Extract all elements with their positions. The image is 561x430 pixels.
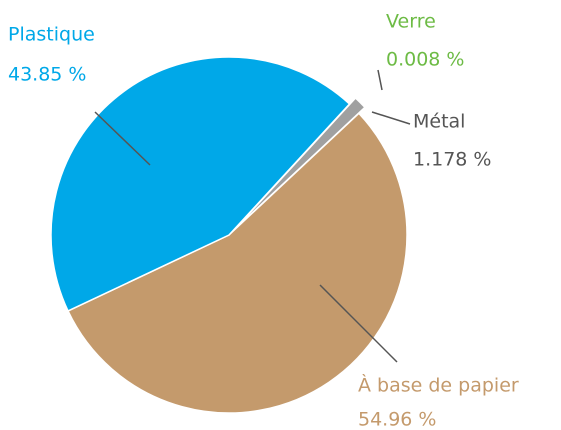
slice-label: Verre (386, 11, 436, 33)
leader-line (371, 111, 411, 125)
slice-value-label: 43.85 % (8, 64, 87, 86)
leader-line (377, 69, 383, 91)
leader-line (319, 284, 398, 363)
slice-value-label: 1.178 % (413, 149, 492, 171)
slice-value-label: 54.96 % (358, 409, 437, 430)
pie-slice (234, 96, 366, 230)
slice-label: Plastique (8, 24, 95, 46)
pie-slice (50, 56, 351, 312)
slice-label: Métal (413, 111, 465, 133)
slice-label: À base de papier (358, 374, 519, 397)
pie-slice (67, 112, 408, 414)
leader-line (94, 111, 151, 166)
slice-value-label: 0.008 % (386, 49, 465, 71)
